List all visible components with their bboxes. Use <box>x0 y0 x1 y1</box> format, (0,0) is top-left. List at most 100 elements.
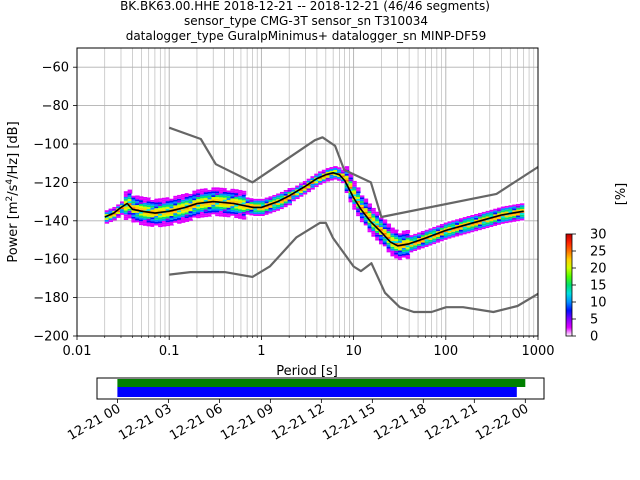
histogram-cell <box>139 213 144 216</box>
histogram-cell <box>135 210 140 213</box>
histogram-cell <box>386 244 392 247</box>
histogram-cell <box>249 207 254 210</box>
histogram-cell <box>291 193 296 196</box>
histogram-cell <box>192 211 197 214</box>
histogram-cell <box>268 213 273 216</box>
histogram-cell <box>188 209 193 212</box>
histogram-cell <box>215 204 220 207</box>
histogram-cell <box>458 227 464 230</box>
histogram-cell <box>371 209 376 212</box>
histogram-cell <box>196 195 201 198</box>
histogram-cell <box>127 216 133 219</box>
histogram-cell <box>253 198 258 201</box>
histogram-cell <box>489 223 494 226</box>
histogram-cell <box>127 191 133 194</box>
histogram-cell <box>367 211 372 214</box>
histogram-cell <box>150 209 155 212</box>
histogram-cell <box>394 233 399 236</box>
histogram-cell <box>359 202 365 205</box>
histogram-cell <box>344 177 350 180</box>
y-axis-label-sup2: 4 <box>5 179 15 185</box>
histogram-cell <box>428 239 433 242</box>
histogram-cell <box>508 218 513 221</box>
histogram-cell <box>146 222 152 225</box>
histogram-cell <box>462 226 468 229</box>
histogram-cell <box>485 226 491 229</box>
histogram-cell <box>264 197 270 200</box>
histogram-cell <box>146 201 152 204</box>
histogram-cell <box>478 224 483 227</box>
histogram-cell <box>158 225 163 228</box>
histogram-cell <box>451 220 456 223</box>
histogram-cell <box>241 196 247 199</box>
timeline-tick-label: 12-21 18 <box>371 401 429 443</box>
histogram-cell <box>375 211 380 214</box>
histogram-cell <box>257 204 262 207</box>
histogram-cell <box>439 235 445 238</box>
histogram-cell <box>375 223 380 226</box>
histogram-cell <box>257 202 262 205</box>
histogram-cell <box>310 183 315 186</box>
histogram-cell <box>302 190 308 193</box>
histogram-cell <box>165 208 171 211</box>
histogram-cell <box>306 188 312 191</box>
chart-title-line-1: BK.BK63.00.HHE 2018-12-21 -- 2018-12-21 … <box>120 0 490 13</box>
histogram-cell <box>375 225 380 228</box>
histogram-cell <box>119 201 125 204</box>
histogram-cell <box>356 187 361 190</box>
histogram-cell <box>405 253 411 255</box>
histogram-cell <box>264 195 270 198</box>
histogram-cell <box>135 222 140 225</box>
histogram-cell <box>165 224 171 227</box>
histogram-cell <box>493 220 498 223</box>
histogram-cell <box>382 246 388 249</box>
histogram-cell <box>489 221 494 224</box>
histogram-cell <box>169 196 174 199</box>
histogram-cell <box>192 194 197 197</box>
histogram-cell <box>230 188 235 191</box>
histogram-cell <box>207 187 212 190</box>
histogram-cell <box>398 240 403 243</box>
histogram-cell <box>310 181 315 184</box>
histogram-cell <box>249 196 254 199</box>
histogram-cell <box>165 222 171 225</box>
histogram-cell <box>226 196 232 199</box>
histogram-cell <box>295 197 300 199</box>
histogram-cell <box>131 210 136 213</box>
histogram-cell <box>478 226 483 229</box>
histogram-cell <box>340 179 346 182</box>
histogram-cell <box>154 198 159 201</box>
histogram-cell <box>154 225 159 228</box>
histogram-cell <box>302 192 308 195</box>
histogram-cell <box>436 235 441 237</box>
histogram-cell <box>188 195 193 198</box>
histogram-cell <box>462 215 468 218</box>
histogram-cell <box>340 175 346 178</box>
histogram-cell <box>169 221 174 224</box>
histogram-cell <box>443 220 449 223</box>
histogram-cell <box>245 208 251 211</box>
histogram-cell <box>401 251 407 254</box>
histogram-cell <box>219 191 224 194</box>
histogram-cell <box>272 194 277 197</box>
histogram-cell <box>222 197 228 200</box>
histogram-cell <box>173 222 178 225</box>
histogram-cell <box>203 215 209 218</box>
histogram-cell <box>169 198 174 201</box>
histogram-cell <box>436 236 441 239</box>
histogram-cell <box>287 199 292 202</box>
histogram-cell <box>409 235 414 237</box>
histogram-cell <box>478 222 483 225</box>
histogram-cell <box>177 221 182 224</box>
histogram-cell <box>139 203 144 206</box>
histogram-cell <box>234 216 239 219</box>
histogram-cell <box>344 173 350 176</box>
histogram-cell <box>321 179 327 182</box>
histogram-cell <box>447 219 452 222</box>
colorbar-tick-label: 0 <box>590 330 598 345</box>
histogram-cell <box>241 192 247 195</box>
colorbar: 0 5 10 15 20 25 30 [%] <box>565 183 629 345</box>
histogram-cell <box>497 213 502 216</box>
histogram-cell <box>279 201 285 204</box>
histogram-cell <box>234 195 239 197</box>
